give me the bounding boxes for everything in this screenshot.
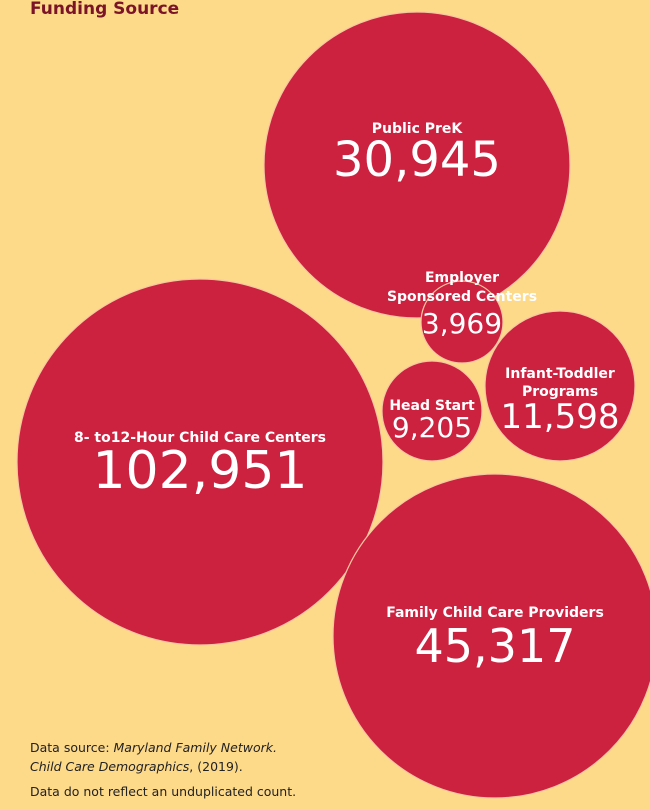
bubble-label: Infant-Toddler	[505, 366, 615, 382]
bubble-value: 102,951	[92, 441, 307, 501]
bubble-label: Public PreK	[372, 121, 464, 137]
bubble	[484, 310, 636, 462]
bubble-label: Family Child Care Providers	[386, 605, 604, 621]
source-prefix: Data source:	[30, 740, 114, 755]
bubble-label: Head Start	[389, 398, 475, 414]
note: Data do not reflect an unduplicated coun…	[30, 784, 296, 799]
source-line-2: Child Care Demographics, (2019).	[30, 759, 243, 774]
bubble	[16, 278, 384, 646]
bubble	[263, 11, 571, 319]
bubble-label: 8- to12-Hour Child Care Centers	[74, 430, 326, 446]
bubble	[381, 360, 483, 462]
title: Funding Source	[30, 0, 179, 19]
bubble-value: 30,945	[333, 132, 501, 188]
source-title: Child Care Demographics	[30, 759, 190, 774]
source-line: Data source: Maryland Family Network.	[30, 740, 277, 755]
bubble-value: 11,598	[501, 397, 620, 437]
bubble	[332, 473, 650, 799]
bubbles	[16, 11, 650, 799]
bubble-value: 45,317	[415, 619, 576, 673]
bubble-label: Programs	[522, 384, 598, 400]
bubble-value: 3,969	[422, 307, 502, 340]
bubble	[420, 280, 504, 364]
bubble-label: Employer	[425, 270, 499, 286]
bubble-value: 9,205	[392, 411, 472, 444]
source-name: Maryland Family Network.	[114, 740, 277, 755]
source-year: , (2019).	[189, 759, 243, 774]
bubble-label: Sponsored Centers	[387, 289, 537, 305]
